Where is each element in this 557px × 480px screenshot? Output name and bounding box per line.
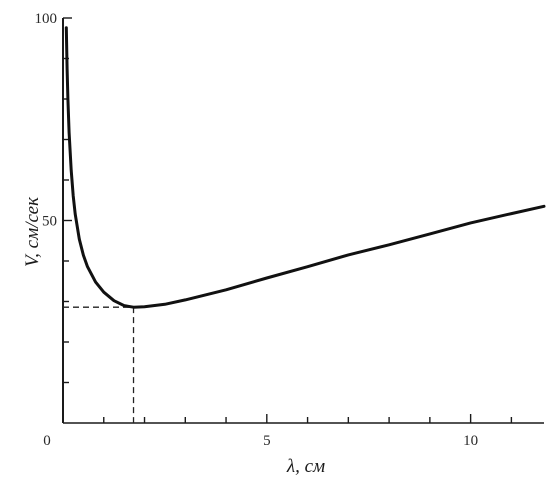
x-tick-label: 10 [463, 433, 478, 449]
dashed-guides [63, 306, 135, 423]
x-axis-label: λ, см [286, 456, 325, 477]
x-tick-label: 0 [43, 433, 51, 449]
y-axis-label: V, см/сек [22, 196, 43, 267]
tick-marks [63, 17, 513, 423]
y-tick-label: 50 [42, 214, 57, 230]
x-tick-label: 5 [263, 433, 271, 449]
series-line [64, 26, 546, 309]
tick-labels: 0 5 10 50 100 [35, 11, 479, 449]
y-tick-label: 100 [35, 11, 58, 27]
